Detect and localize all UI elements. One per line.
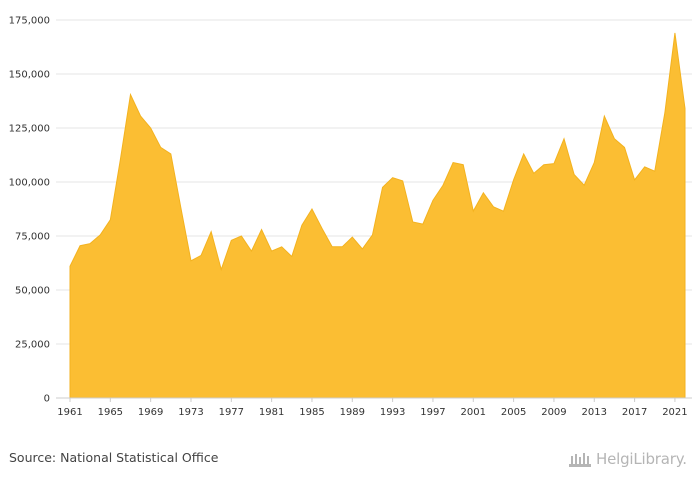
y-tick-label: 75,000 [15, 232, 50, 243]
x-tick-label: 2001 [461, 407, 486, 418]
x-tick-label: 1977 [219, 407, 244, 418]
x-tick-label: 2017 [622, 407, 647, 418]
x-tick-label: 1969 [138, 407, 163, 418]
x-axis-ticks: 1961 1965 1969 1973 1977 1981 1985 1989 1993 1997… [57, 398, 688, 418]
y-tick-label: 100,000 [9, 178, 50, 189]
y-tick-label: 0 [44, 394, 50, 405]
x-tick-label: 1961 [57, 407, 82, 418]
y-tick-label: 125,000 [9, 124, 50, 135]
x-tick-label: 1993 [380, 407, 405, 418]
library-icon [569, 453, 591, 467]
x-tick-label: 1985 [299, 407, 324, 418]
area-series [69, 32, 686, 399]
x-tick-label: 1989 [340, 407, 365, 418]
logo-text: HelgiLibrary. [596, 450, 687, 468]
x-tick-label: 1981 [259, 407, 284, 418]
y-axis-ticks: 0 25,000 50,000 75,000 100,000 125,000 150,000… [9, 16, 50, 405]
area-chart: 0 25,000 50,000 75,000 100,000 125,000 150,000… [9, 16, 692, 418]
x-tick-label: 2005 [501, 407, 526, 418]
x-tick-label: 1973 [178, 407, 203, 418]
x-tick-label: 1997 [420, 407, 445, 418]
source-note: Source: National Statistical Office [9, 450, 219, 465]
helgi-library-logo[interactable]: HelgiLibrary. [568, 447, 687, 471]
y-tick-label: 25,000 [15, 340, 50, 351]
y-tick-label: 150,000 [9, 70, 50, 81]
y-tick-label: 50,000 [15, 286, 50, 297]
y-tick-label: 175,000 [9, 16, 50, 27]
x-tick-label: 2009 [541, 407, 566, 418]
x-tick-label: 1965 [98, 407, 123, 418]
x-tick-label: 2013 [582, 407, 607, 418]
x-tick-label: 2021 [662, 407, 687, 418]
